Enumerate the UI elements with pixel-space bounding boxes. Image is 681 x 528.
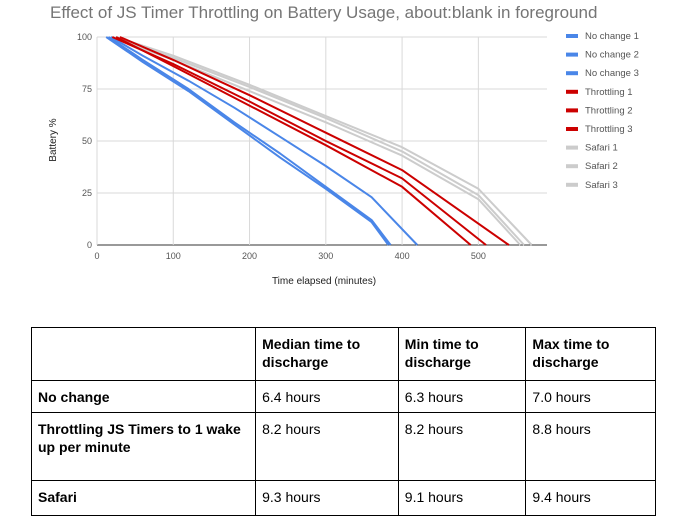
series-line-8 [111, 36, 525, 246]
y-tick-label: 75 [82, 84, 92, 94]
legend-entry: No change 2 [585, 50, 639, 61]
y-tick-label: 100 [77, 32, 92, 42]
max-cell: 7.0 hours [525, 380, 656, 413]
series-line-2 [110, 36, 419, 246]
x-tick-label: 100 [166, 251, 181, 261]
series-line-1 [107, 36, 392, 246]
x-axis-label: Time elapsed (minutes) [272, 276, 376, 287]
row-label: Throttling JS Timers to 1 wake up per mi… [30, 411, 257, 481]
legend-entry: Safari 3 [585, 180, 618, 191]
legend-entry: Throttling 2 [585, 105, 633, 116]
chart-tick-labels: 0 25 50 75 100 0 100 200 300 400 500 [77, 32, 486, 261]
legend-swatch [566, 34, 578, 38]
y-tick-label: 0 [87, 240, 92, 250]
legend-entry: Safari 2 [585, 161, 618, 172]
x-tick-label: 500 [471, 251, 486, 261]
discharge-summary-table: Median time to discharge Min time to dis… [30, 326, 656, 517]
table-row: Throttling JS Timers to 1 wake up per mi… [30, 411, 656, 481]
y-tick-label: 50 [82, 136, 92, 146]
x-tick-label: 0 [94, 251, 99, 261]
x-tick-label: 300 [318, 251, 333, 261]
legend-swatch [566, 127, 578, 131]
table-header-median: Median time to discharge [255, 326, 399, 382]
table-header-corner [30, 326, 257, 382]
legend-swatch [566, 52, 578, 57]
table-row: No change 6.4 hours 6.3 hours 7.0 hours [30, 380, 656, 413]
row-label: No change [30, 380, 257, 413]
table-row: Safari 9.3 hours 9.1 hours 9.4 hours [30, 479, 656, 517]
min-cell: 6.3 hours [397, 380, 527, 413]
max-cell: 9.4 hours [525, 479, 656, 517]
legend-entry: Throttling 1 [585, 87, 633, 98]
y-axis-label: Battery % [48, 118, 59, 161]
chart-series [105, 36, 533, 246]
series-line-4 [115, 36, 472, 246]
legend-entry: No change 3 [585, 68, 639, 79]
y-tick-label: 25 [82, 188, 92, 198]
series-line-3 [105, 36, 390, 246]
series-line-9 [115, 36, 533, 246]
min-cell: 8.2 hours [397, 411, 527, 481]
median-cell: 8.2 hours [255, 411, 399, 481]
min-cell: 9.1 hours [397, 479, 527, 517]
series-line-6 [119, 36, 510, 246]
legend-swatch [566, 89, 578, 94]
legend-swatch [566, 182, 578, 187]
legend-swatch [566, 108, 578, 113]
max-cell: 8.8 hours [525, 411, 656, 481]
legend-swatch [566, 164, 578, 169]
chart-title: Effect of JS Timer Throttling on Battery… [50, 3, 598, 22]
table-header-row: Median time to discharge Min time to dis… [30, 326, 656, 382]
series-line-5 [111, 36, 487, 246]
x-tick-label: 200 [242, 251, 257, 261]
table-header-max: Max time to discharge [525, 326, 656, 382]
median-cell: 9.3 hours [255, 479, 399, 517]
table-header-min: Min time to discharge [397, 326, 527, 382]
median-cell: 6.4 hours [255, 380, 399, 413]
legend-entry: Safari 1 [585, 143, 618, 154]
legend-swatch [566, 71, 578, 76]
x-tick-label: 400 [395, 251, 410, 261]
legend-swatch [566, 145, 578, 150]
chart-legend: No change 1 No change 2 No change 3 Throttl… [566, 31, 639, 191]
row-label: Safari [30, 479, 257, 517]
legend-entry: No change 1 [585, 31, 639, 42]
legend-entry: Throttling 3 [585, 124, 633, 135]
